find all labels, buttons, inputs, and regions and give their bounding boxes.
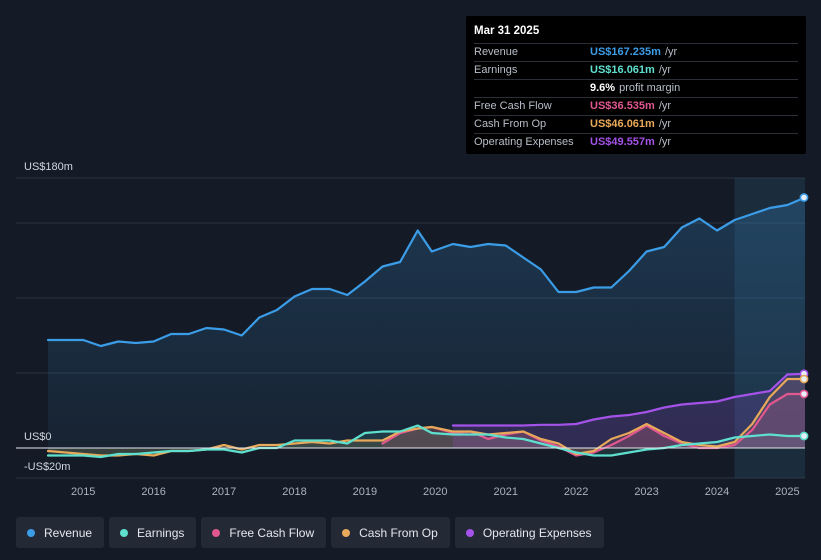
legend-label: Earnings (137, 525, 185, 540)
tooltip-row-value: US$16.061m (590, 64, 655, 76)
axis-labels: US$180m US$0 -US$20m 2015 2016 2017 2018 2019 20… (16, 161, 805, 498)
tooltip-row: Earnings US$16.061m/yr (474, 61, 798, 79)
x-tick-label: 2018 (282, 486, 306, 498)
tooltip-row-label: Cash From Op (474, 118, 547, 130)
tooltip-row-unit: /yr (658, 100, 672, 112)
legend-item-operating-expenses[interactable]: Operating Expenses (454, 517, 604, 548)
tooltip-row-value: US$49.557m (590, 136, 655, 148)
chart-legend: Revenue Earnings Free Cash Flow Cash From O… (16, 517, 604, 548)
legend-label: Operating Expenses (482, 525, 592, 540)
tooltip-row-label (474, 80, 590, 97)
x-tick-label: 2022 (564, 486, 588, 498)
y-axis-label: US$0 (24, 431, 52, 443)
tooltip-row-value: 9.6% (590, 82, 616, 94)
legend-label: Cash From Op (359, 525, 438, 540)
data-tooltip: Mar 31 2025 Revenue US$167.235m/yr Earning… (466, 16, 806, 154)
x-tick-label: 2015 (71, 486, 95, 498)
series-fills (48, 197, 805, 457)
y-axis-label: -US$20m (24, 461, 70, 473)
legend-dot-icon (465, 528, 474, 537)
legend-dot-icon (27, 528, 35, 537)
cash-from-op-end-marker (799, 374, 809, 384)
tooltip-row-label: Operating Expenses (474, 136, 574, 148)
legend-dot-icon (342, 528, 351, 537)
tooltip-row-label: Revenue (474, 46, 519, 58)
x-tick-label: 2021 (493, 486, 517, 498)
earnings-line (46, 424, 807, 459)
x-tick-label: 2023 (634, 486, 658, 498)
legend-item-cash-from-op[interactable]: Cash From Op (331, 517, 450, 548)
x-tick-label: 2017 (212, 486, 236, 498)
legend-item-free-cash-flow[interactable]: Free Cash Flow (201, 517, 327, 548)
legend-item-earnings[interactable]: Earnings (109, 517, 197, 548)
tooltip-row-label: Free Cash Flow (474, 100, 552, 112)
tooltip-row: Revenue US$167.235m/yr (474, 43, 798, 61)
tooltip-row-label: Earnings (474, 64, 518, 76)
x-tick-label: 2025 (775, 486, 799, 498)
revenue-end-marker (799, 193, 809, 202)
tooltip-row-unit: /yr (658, 118, 672, 130)
series-lines (46, 196, 807, 459)
tooltip-row-unit: /yr (664, 46, 678, 58)
y-axis-label: US$180m (24, 161, 73, 173)
series-end-markers (799, 193, 809, 441)
x-tick-label: 2019 (353, 486, 377, 498)
operating-expenses-area (452, 373, 805, 448)
earnings-end-marker (799, 431, 809, 441)
operating-expenses-line (451, 372, 807, 427)
tooltip-row: 9.6% profit margin (474, 79, 798, 97)
tooltip-row: Cash From Op US$46.061m/yr (474, 115, 798, 133)
tooltip-row: Free Cash Flow US$36.535m/yr (474, 97, 798, 115)
x-tick-label: 2016 (141, 486, 165, 498)
tooltip-row-value: US$167.235m (590, 46, 661, 58)
revenue-line (46, 196, 807, 348)
chart-area: US$180m US$0 -US$20m 2015 2016 2017 2018 2019 20… (16, 161, 809, 498)
legend-dot-icon (120, 528, 129, 537)
tooltip-row-value: US$46.061m (590, 118, 655, 130)
x-tick-label: 2024 (705, 486, 729, 498)
x-tick-label: 2020 (423, 486, 447, 498)
legend-dot-icon (212, 528, 221, 537)
tooltip-row: Operating Expenses US$49.557m/yr (474, 133, 798, 151)
tooltip-row-value: US$36.535m (590, 100, 655, 112)
tooltip-date: Mar 31 2025 (474, 25, 540, 37)
tooltip-row-unit: /yr (658, 136, 672, 148)
legend-item-revenue[interactable]: Revenue (16, 517, 105, 548)
legend-label: Revenue (44, 525, 93, 540)
free-cash-flow-end-marker (799, 389, 809, 399)
free-cash-flow-area (382, 394, 805, 456)
revenue-area (48, 197, 805, 448)
tooltip-row-unit: profit margin (619, 82, 681, 94)
free-cash-flow-line (381, 392, 807, 457)
tooltip-row-unit: /yr (658, 64, 672, 76)
legend-label: Free Cash Flow (229, 525, 315, 540)
